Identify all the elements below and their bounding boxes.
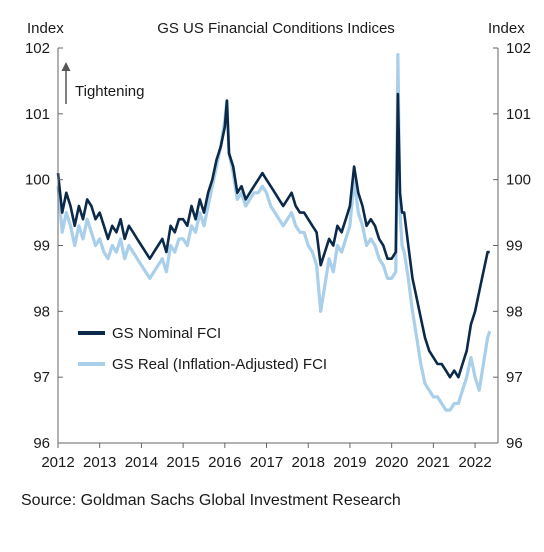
x-tick-label: 2013	[83, 454, 116, 471]
x-tick-label: 2019	[333, 454, 366, 471]
left-axis-label: Index	[27, 20, 64, 37]
y-tick-label-left: 97	[33, 369, 50, 386]
y-tick-label-right: 102	[506, 40, 531, 57]
y-tick-label-left: 100	[25, 172, 50, 189]
x-tick-label: 2021	[417, 454, 450, 471]
x-tick-label: 2012	[41, 454, 74, 471]
series-layer	[56, 53, 492, 412]
x-tick-label: 2022	[458, 454, 491, 471]
series-line-real-fci	[56, 53, 492, 412]
y-tick-label-right: 99	[506, 238, 523, 255]
y-tick-label-right: 100	[506, 172, 531, 189]
ticks-layer: 96 96 97 97 98 98 99 99 100 100 101 101 102 102 2012 20…	[25, 40, 531, 471]
series-line-nominal-fci	[56, 92, 490, 379]
chart-title: GS US Financial Conditions Indices	[157, 20, 395, 37]
tightening-arrow-head	[61, 62, 71, 71]
y-tick-label-left: 99	[33, 238, 50, 255]
tightening-annotation: Tightening	[75, 83, 145, 100]
x-tick-label: 2016	[208, 454, 241, 471]
y-tick-label-left: 101	[25, 106, 50, 123]
x-tick-label: 2014	[125, 454, 158, 471]
x-tick-label: 2017	[250, 454, 283, 471]
y-tick-label-right: 98	[506, 303, 523, 320]
y-tick-label-left: 98	[33, 303, 50, 320]
axes-layer	[57, 48, 499, 444]
y-tick-label-right: 97	[506, 369, 523, 386]
y-tick-label-right: 96	[506, 435, 523, 452]
y-tick-label-left: 102	[25, 40, 50, 57]
right-axis-label: Index	[488, 20, 525, 37]
y-tick-label-left: 96	[33, 435, 50, 452]
x-tick-label: 2020	[375, 454, 408, 471]
source-note: Source: Goldman Sachs Global Investment …	[21, 492, 401, 509]
x-tick-label: 2018	[292, 454, 325, 471]
legend-label-real: GS Real (Inflation-Adjusted) FCI	[112, 356, 327, 373]
x-tick-label: 2015	[166, 454, 199, 471]
legend-label-nominal: GS Nominal FCI	[112, 325, 221, 342]
y-tick-label-right: 101	[506, 106, 531, 123]
